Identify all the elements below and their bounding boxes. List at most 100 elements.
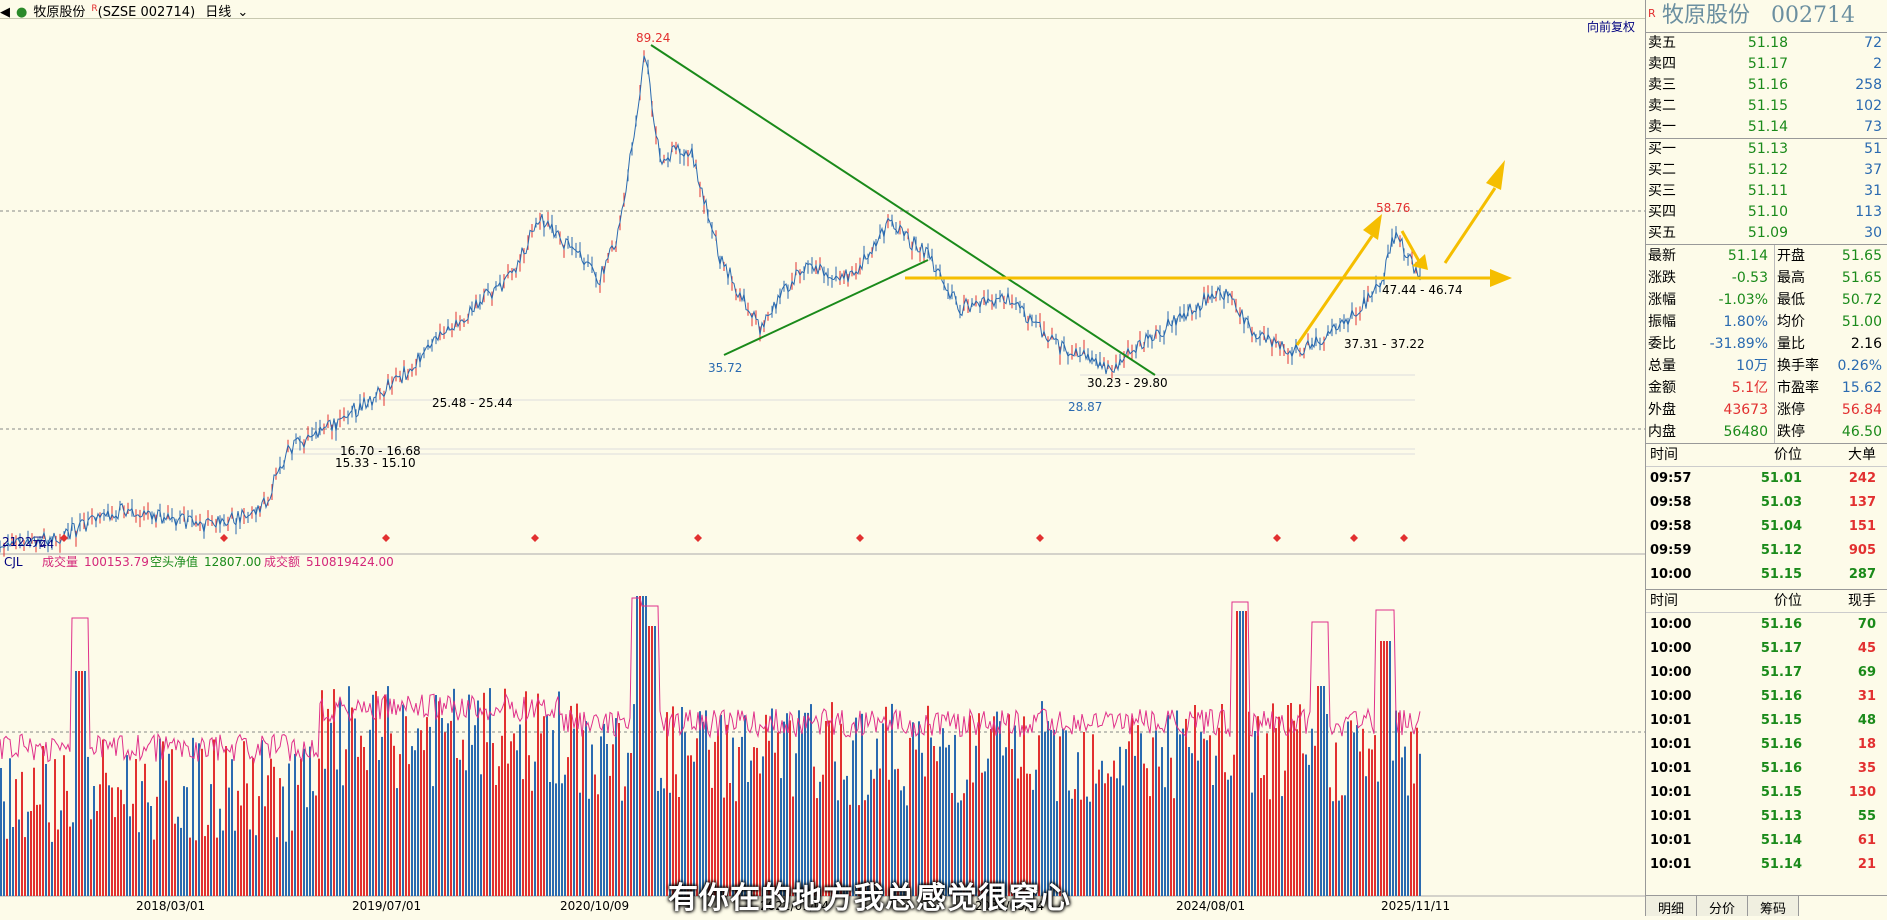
bid-row[interactable]: 买五 51.09 30 bbox=[1646, 223, 1887, 244]
tick-time: 09:58 bbox=[1650, 519, 1692, 534]
video-subtitle: 有你在的地方我总感觉很窝心 bbox=[668, 881, 1071, 916]
down-arrow-line[interactable] bbox=[1400, 230, 1422, 264]
bid-vol: 37 bbox=[1864, 162, 1882, 178]
target-arrow-line[interactable] bbox=[1443, 187, 1497, 264]
ask-row[interactable]: 卖三 51.16 258 bbox=[1646, 75, 1887, 96]
tick-volume: 130 bbox=[1848, 785, 1876, 800]
bid-row[interactable]: 买四 51.10 113 bbox=[1646, 202, 1887, 223]
tab-price-dist[interactable]: 分价 bbox=[1697, 896, 1749, 917]
up-arrow-line[interactable] bbox=[1295, 235, 1374, 346]
ask-label: 卖五 bbox=[1648, 35, 1676, 51]
volume-bars bbox=[0, 596, 1421, 896]
bid-label: 买二 bbox=[1648, 162, 1676, 178]
ask-row[interactable]: 卖二 51.15 102 bbox=[1646, 96, 1887, 117]
stat-value: 1.80% bbox=[1723, 314, 1768, 330]
signal-marker-icon bbox=[1273, 534, 1281, 542]
tick-row[interactable]: 10:00 51.15 287 bbox=[1646, 563, 1887, 587]
tick-time: 10:01 bbox=[1650, 809, 1692, 824]
label-low-2022: 35.72 bbox=[708, 361, 742, 375]
stat-label: 振幅 bbox=[1648, 314, 1676, 330]
tab-detail[interactable]: 明细 bbox=[1646, 896, 1698, 917]
tick-volume: 31 bbox=[1857, 689, 1876, 704]
stock-title[interactable]: 牧原股份 bbox=[33, 5, 86, 21]
tick-row[interactable]: 10:01 51.16 35 bbox=[1646, 757, 1887, 781]
bid-label: 买一 bbox=[1648, 141, 1676, 157]
stat-value: 56480 bbox=[1723, 424, 1768, 440]
tick-row[interactable]: 10:00 51.16 70 bbox=[1646, 613, 1887, 637]
tick-row[interactable]: 10:01 51.15 48 bbox=[1646, 709, 1887, 733]
tick-price: 51.03 bbox=[1760, 495, 1802, 510]
tick-volume: 242 bbox=[1848, 471, 1876, 486]
tick-price: 51.16 bbox=[1760, 617, 1802, 632]
tick-time: 10:01 bbox=[1650, 833, 1692, 848]
ask-row[interactable]: 卖五 51.18 72 bbox=[1646, 33, 1887, 54]
stat-value: -0.53 bbox=[1731, 270, 1768, 286]
stat-value: -1.03% bbox=[1718, 292, 1768, 308]
date-label: 2023/05/04 bbox=[975, 899, 1044, 913]
stat-value: 5.1亿 bbox=[1731, 380, 1768, 396]
period-selector[interactable]: 日线 bbox=[205, 5, 232, 21]
tick-price: 51.13 bbox=[1760, 809, 1802, 824]
bid-row[interactable]: 买二 51.12 37 bbox=[1646, 160, 1887, 181]
tick-row[interactable]: 10:00 51.17 69 bbox=[1646, 661, 1887, 685]
tick-price: 51.15 bbox=[1760, 713, 1802, 728]
tick-time: 10:01 bbox=[1650, 713, 1692, 728]
tick-time: 10:01 bbox=[1650, 857, 1692, 872]
tick-row[interactable]: 10:01 51.16 18 bbox=[1646, 733, 1887, 757]
chevron-down-icon[interactable]: ⌄ bbox=[237, 5, 249, 21]
tab-chips[interactable]: 筹码 bbox=[1748, 896, 1800, 917]
tick-volume: 70 bbox=[1857, 617, 1876, 632]
uptrend-line[interactable] bbox=[723, 259, 929, 356]
stat-value: 51.14 bbox=[1727, 248, 1768, 264]
ask-row[interactable]: 卖一 51.14 73 bbox=[1646, 117, 1887, 138]
date-label: 2018/03/01 bbox=[136, 899, 205, 913]
signal-marker-icon bbox=[220, 534, 228, 542]
stat-label: 最低 bbox=[1777, 292, 1805, 308]
tick-row[interactable]: 09:57 51.01 242 bbox=[1646, 467, 1887, 491]
tick-row[interactable]: 09:58 51.03 137 bbox=[1646, 491, 1887, 515]
tick-price: 51.15 bbox=[1760, 785, 1802, 800]
bid-price: 51.12 bbox=[1747, 162, 1788, 178]
ask-vol: 258 bbox=[1855, 77, 1882, 93]
stat-label: 涨幅 bbox=[1648, 292, 1676, 308]
stat-row: 外盘 43673 涨停 56.84 bbox=[1646, 399, 1887, 421]
label-zone6: 47.44 - 46.74 bbox=[1382, 283, 1463, 297]
signal-marker-icon bbox=[1350, 534, 1358, 542]
label-zone5: 37.31 - 37.22 bbox=[1344, 337, 1425, 351]
signal-marker-icon bbox=[382, 534, 390, 542]
bid-row[interactable]: 买三 51.11 31 bbox=[1646, 181, 1887, 202]
tick-volume: 287 bbox=[1848, 567, 1876, 582]
downtrend-line[interactable] bbox=[650, 44, 1156, 376]
kline-chart[interactable]: 89.24 35.72 28.87 58.76 16.70 - 16.68 15… bbox=[0, 18, 1645, 916]
ask-price: 51.14 bbox=[1747, 119, 1788, 135]
tick-row[interactable]: 10:00 51.16 31 bbox=[1646, 685, 1887, 709]
tick-volume: 61 bbox=[1857, 833, 1876, 848]
indicator-name[interactable]: CJL bbox=[4, 555, 23, 569]
tick-row[interactable]: 10:01 51.14 21 bbox=[1646, 853, 1887, 877]
chart-svg[interactable]: 89.24 35.72 28.87 58.76 16.70 - 16.68 15… bbox=[0, 18, 1645, 916]
back-arrow-icon[interactable]: ◀ bbox=[0, 5, 10, 21]
tick-row[interactable]: 10:01 51.15 130 bbox=[1646, 781, 1887, 805]
stat-row: 委比 -31.89% 量比 2.16 bbox=[1646, 333, 1887, 355]
tick-row[interactable]: 10:00 51.17 45 bbox=[1646, 637, 1887, 661]
date-label: 2020/10/09 bbox=[560, 899, 629, 913]
ask-price: 51.17 bbox=[1747, 56, 1788, 72]
stat-label: 最高 bbox=[1777, 270, 1805, 286]
ask-row[interactable]: 卖四 51.17 2 bbox=[1646, 54, 1887, 75]
tick-time: 10:01 bbox=[1650, 737, 1692, 752]
bid-label: 买四 bbox=[1648, 204, 1676, 220]
indicator-amt-value: 510819424.00 bbox=[306, 555, 394, 569]
adjust-label[interactable]: 向前复权 bbox=[1587, 20, 1636, 34]
tick-row[interactable]: 09:58 51.04 151 bbox=[1646, 515, 1887, 539]
date-label: 2022/01/04 bbox=[760, 899, 829, 913]
tick-time: 10:00 bbox=[1650, 689, 1692, 704]
tick-row[interactable]: 10:01 51.13 55 bbox=[1646, 805, 1887, 829]
tick-row[interactable]: 10:01 51.14 61 bbox=[1646, 829, 1887, 853]
stat-row: 最新 51.14 开盘 51.65 bbox=[1646, 245, 1887, 267]
indicator-net-value: 12807.00 bbox=[204, 555, 261, 569]
tick-row[interactable]: 09:59 51.12 905 bbox=[1646, 539, 1887, 563]
bid-vol: 51 bbox=[1864, 141, 1882, 157]
bid-row[interactable]: 买一 51.13 51 bbox=[1646, 139, 1887, 160]
tick-volume: 21 bbox=[1857, 857, 1876, 872]
tick-volume: 48 bbox=[1857, 713, 1876, 728]
